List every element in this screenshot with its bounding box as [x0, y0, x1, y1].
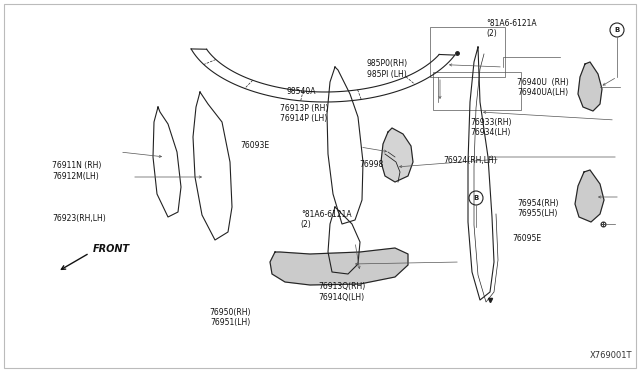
Text: X769001T: X769001T [589, 351, 632, 360]
Bar [430, 27, 505, 77]
Polygon shape [578, 62, 602, 111]
Text: 76913P (RH)
76914P (LH): 76913P (RH) 76914P (LH) [280, 104, 329, 123]
Polygon shape [575, 170, 604, 222]
Polygon shape [270, 248, 408, 285]
Text: 76950(RH)
76951(LH): 76950(RH) 76951(LH) [210, 308, 251, 327]
Text: FRONT: FRONT [93, 244, 130, 254]
Text: B: B [614, 27, 620, 33]
Bar [433, 72, 521, 110]
Text: 76940U  (RH)
76940UA(LH): 76940U (RH) 76940UA(LH) [517, 78, 569, 97]
Text: 76913Q(RH)
76914Q(LH): 76913Q(RH) 76914Q(LH) [319, 282, 366, 302]
Text: 76095E: 76095E [512, 234, 541, 243]
Text: 76911N (RH)
76912M(LH): 76911N (RH) 76912M(LH) [52, 161, 102, 181]
Text: °81A6-6121A
(2): °81A6-6121A (2) [486, 19, 537, 38]
Text: °81A6-6121A
(2): °81A6-6121A (2) [301, 210, 351, 229]
Text: 76923(RH,LH): 76923(RH,LH) [52, 214, 106, 223]
Text: 76954(RH)
76955(LH): 76954(RH) 76955(LH) [517, 199, 559, 218]
Text: B: B [474, 195, 479, 201]
Text: 985P0(RH)
985PI (LH): 985P0(RH) 985PI (LH) [367, 59, 408, 78]
Polygon shape [381, 128, 413, 182]
Text: 76998: 76998 [360, 160, 384, 169]
Text: 76093E: 76093E [240, 141, 269, 150]
Text: 76924(RH,LH): 76924(RH,LH) [443, 156, 497, 165]
Text: 76933(RH)
76934(LH): 76933(RH) 76934(LH) [470, 118, 512, 137]
Text: 98540A: 98540A [286, 87, 316, 96]
